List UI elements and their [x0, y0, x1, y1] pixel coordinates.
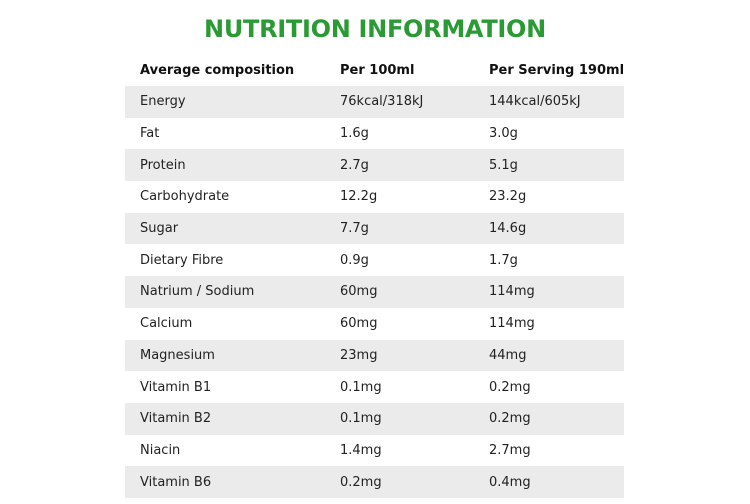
per-serving-value: 0.2mg	[489, 411, 531, 427]
page-title: NUTRITION INFORMATION	[204, 15, 546, 43]
nutrient-name: Niacin	[140, 442, 181, 458]
table-row: Natrium / Sodium 60mg 114mg	[125, 276, 624, 308]
per-100ml-value: 0.9g	[340, 252, 369, 268]
per-serving-value: 0.2mg	[489, 379, 531, 395]
per-serving-value: 0.4mg	[489, 474, 531, 490]
nutrient-name: Natrium / Sodium	[140, 284, 255, 300]
nutrient-name: Vitamin B6	[140, 474, 212, 490]
per-serving-value: 144kcal/605kJ	[489, 94, 581, 110]
per-100ml-value: 2.7g	[340, 157, 369, 173]
nutrient-name: Carbohydrate	[140, 189, 230, 205]
per-serving-value: 114mg	[489, 316, 535, 332]
per-serving-value: 44mg	[489, 347, 527, 363]
per-100ml-value: 60mg	[340, 316, 378, 332]
per-serving-value: 114mg	[489, 284, 535, 300]
nutrient-name: Protein	[140, 157, 186, 173]
table-row: Protein 2.7g 5.1g	[125, 149, 624, 182]
header-per-100ml: Per 100ml	[340, 62, 415, 78]
per-serving-value: 14.6g	[489, 221, 527, 237]
per-100ml-value: 1.6g	[340, 126, 369, 142]
per-100ml-value: 76kcal/318kJ	[340, 94, 424, 110]
table-row: Fat 1.6g 3.0g	[125, 118, 624, 150]
per-serving-value: 1.7g	[489, 252, 518, 268]
per-serving-value: 2.7mg	[489, 442, 531, 458]
table-row: Vitamin B2 0.1mg 0.2mg	[125, 402, 624, 435]
table-header-row: Average composition Per 100ml Per Servin…	[125, 54, 624, 86]
per-100ml-value: 1.4mg	[340, 442, 382, 458]
table-row: Vitamin B6 0.2mg 0.4mg	[125, 466, 624, 498]
nutrient-name: Dietary Fibre	[140, 252, 224, 268]
nutrient-name: Magnesium	[140, 347, 215, 363]
per-100ml-value: 12.2g	[340, 189, 378, 205]
per-100ml-value: 23mg	[340, 347, 378, 363]
header-per-serving: Per Serving 190ml	[489, 62, 625, 78]
table-row: Sugar 7.7g 14.6g	[125, 212, 624, 245]
table-row: Energy 76kcal/318kJ 144kcal/605kJ	[125, 86, 624, 118]
nutrient-name: Vitamin B2	[140, 411, 212, 427]
nutrient-name: Vitamin B1	[140, 379, 212, 395]
table-row: Calcium 60mg 114mg	[125, 308, 624, 340]
nutrient-name: Energy	[140, 94, 186, 110]
per-100ml-value: 7.7g	[340, 221, 369, 237]
per-serving-value: 23.2g	[489, 189, 527, 205]
table-row: Dietary Fibre 0.9g 1.7g	[125, 244, 624, 276]
per-serving-value: 3.0g	[489, 126, 518, 142]
per-serving-value: 5.1g	[489, 157, 518, 173]
nutrition-table: Average composition Per 100ml Per Servin…	[125, 54, 624, 498]
nutrient-name: Calcium	[140, 316, 193, 332]
per-100ml-value: 0.2mg	[340, 474, 382, 490]
per-100ml-value: 60mg	[340, 284, 378, 300]
header-average-composition: Average composition	[140, 62, 295, 78]
nutrient-name: Fat	[140, 126, 160, 142]
table-row: Magnesium 23mg 44mg	[125, 339, 624, 372]
table-row: Niacin 1.4mg 2.7mg	[125, 435, 624, 467]
per-100ml-value: 0.1mg	[340, 411, 382, 427]
per-100ml-value: 0.1mg	[340, 379, 382, 395]
table-row: Carbohydrate 12.2g 23.2g	[125, 181, 624, 213]
nutrient-name: Sugar	[140, 221, 179, 237]
table-row: Vitamin B1 0.1mg 0.2mg	[125, 371, 624, 403]
